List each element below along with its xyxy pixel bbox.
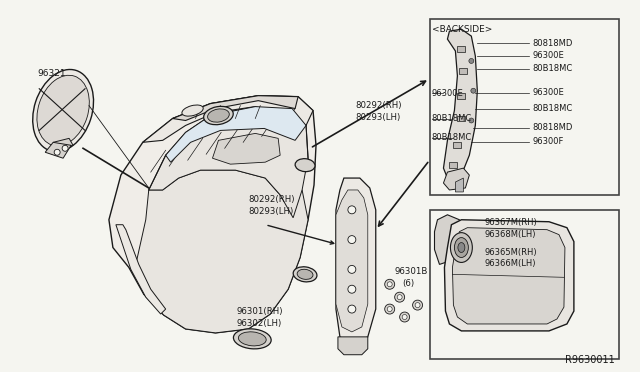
Text: 96300E: 96300E bbox=[532, 51, 564, 60]
Circle shape bbox=[348, 206, 356, 214]
Polygon shape bbox=[444, 168, 469, 190]
Text: 96321: 96321 bbox=[37, 69, 66, 78]
Text: 96368M(LH): 96368M(LH) bbox=[484, 230, 536, 239]
Polygon shape bbox=[212, 134, 280, 164]
Polygon shape bbox=[336, 178, 376, 344]
Text: 80292(RH): 80292(RH) bbox=[248, 195, 295, 204]
Ellipse shape bbox=[295, 159, 315, 171]
Text: 96366M(LH): 96366M(LH) bbox=[484, 259, 536, 269]
Ellipse shape bbox=[451, 232, 472, 262]
Circle shape bbox=[54, 149, 60, 155]
Circle shape bbox=[471, 88, 476, 93]
Polygon shape bbox=[143, 96, 313, 142]
Polygon shape bbox=[166, 107, 306, 162]
Text: 96301B: 96301B bbox=[395, 267, 428, 276]
Polygon shape bbox=[336, 190, 368, 332]
Circle shape bbox=[415, 303, 420, 308]
Text: 80B18MC: 80B18MC bbox=[532, 104, 572, 113]
Polygon shape bbox=[444, 29, 477, 180]
Circle shape bbox=[413, 300, 422, 310]
Text: 80292(RH): 80292(RH) bbox=[356, 101, 403, 110]
Ellipse shape bbox=[182, 105, 204, 116]
Text: 96300E: 96300E bbox=[431, 89, 463, 98]
Bar bbox=[449, 162, 458, 168]
Circle shape bbox=[348, 285, 356, 293]
Polygon shape bbox=[109, 96, 316, 333]
Bar bbox=[458, 46, 465, 52]
Polygon shape bbox=[136, 170, 308, 333]
Text: 96367M(RH): 96367M(RH) bbox=[484, 218, 537, 227]
Circle shape bbox=[387, 307, 392, 312]
Polygon shape bbox=[435, 215, 461, 264]
Circle shape bbox=[469, 118, 474, 123]
Text: 80B18MC: 80B18MC bbox=[431, 134, 472, 142]
Polygon shape bbox=[456, 178, 463, 192]
Circle shape bbox=[469, 58, 474, 63]
Text: 80B18MC: 80B18MC bbox=[431, 113, 472, 122]
Ellipse shape bbox=[204, 106, 233, 125]
Ellipse shape bbox=[241, 331, 260, 339]
Text: 80B18MC: 80B18MC bbox=[532, 64, 572, 73]
Circle shape bbox=[385, 304, 395, 314]
Bar bbox=[460, 68, 467, 74]
Circle shape bbox=[348, 305, 356, 313]
Circle shape bbox=[399, 312, 410, 322]
Text: 96300F: 96300F bbox=[532, 137, 563, 146]
Text: R9630011: R9630011 bbox=[565, 355, 614, 365]
Ellipse shape bbox=[238, 332, 266, 346]
Text: 96300E: 96300E bbox=[532, 88, 564, 97]
Circle shape bbox=[62, 145, 68, 151]
Text: (6): (6) bbox=[403, 279, 415, 288]
Circle shape bbox=[397, 295, 402, 299]
Circle shape bbox=[387, 282, 392, 287]
Polygon shape bbox=[148, 107, 308, 218]
Bar bbox=[429, 210, 619, 359]
Bar bbox=[458, 116, 465, 122]
Polygon shape bbox=[338, 337, 368, 355]
Circle shape bbox=[348, 265, 356, 273]
Circle shape bbox=[402, 315, 407, 320]
Text: 80818MD: 80818MD bbox=[532, 39, 572, 48]
Ellipse shape bbox=[293, 267, 317, 282]
Circle shape bbox=[348, 235, 356, 244]
Polygon shape bbox=[444, 220, 574, 331]
Text: 80293(LH): 80293(LH) bbox=[248, 207, 294, 216]
Text: 96301(RH): 96301(RH) bbox=[236, 307, 283, 316]
Polygon shape bbox=[116, 225, 166, 314]
Polygon shape bbox=[173, 96, 298, 121]
Text: 80818MD: 80818MD bbox=[532, 124, 572, 132]
Text: 96302(LH): 96302(LH) bbox=[236, 319, 282, 328]
Circle shape bbox=[395, 292, 404, 302]
Bar bbox=[458, 93, 465, 99]
Polygon shape bbox=[45, 142, 71, 158]
Ellipse shape bbox=[297, 269, 313, 279]
Ellipse shape bbox=[458, 243, 465, 253]
Ellipse shape bbox=[37, 75, 90, 146]
Polygon shape bbox=[53, 138, 73, 148]
Circle shape bbox=[385, 279, 395, 289]
Text: 96365M(RH): 96365M(RH) bbox=[484, 247, 537, 257]
Text: 80293(LH): 80293(LH) bbox=[356, 113, 401, 122]
Ellipse shape bbox=[33, 70, 93, 152]
Ellipse shape bbox=[207, 109, 229, 122]
Bar bbox=[453, 142, 461, 148]
Ellipse shape bbox=[454, 238, 468, 257]
Polygon shape bbox=[452, 228, 565, 324]
Bar bbox=[429, 19, 619, 195]
Text: <BACKSIDE>: <BACKSIDE> bbox=[431, 25, 492, 34]
Ellipse shape bbox=[234, 329, 271, 349]
